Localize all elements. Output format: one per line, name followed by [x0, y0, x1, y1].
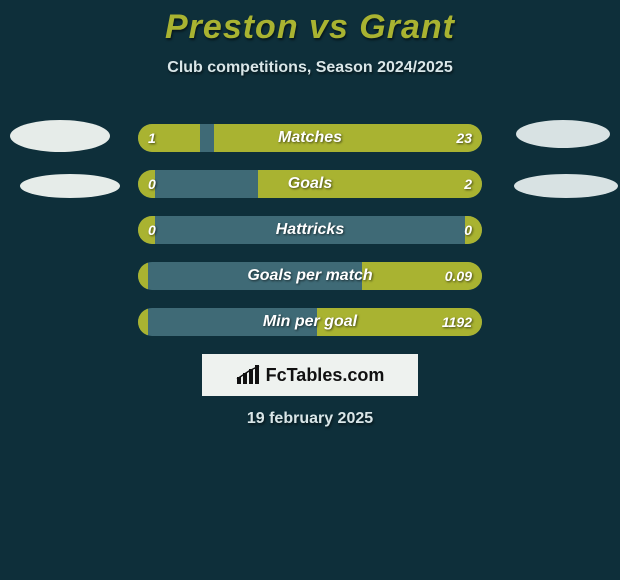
stat-value-right: 0.09	[445, 262, 472, 290]
team-left-badge-1	[10, 120, 110, 152]
stat-value-right: 2	[464, 170, 472, 198]
team-left-badge-2	[20, 174, 120, 198]
comparison-infographic: Preston vs Grant Club competitions, Seas…	[0, 0, 620, 580]
stat-label: Min per goal	[138, 308, 482, 336]
team-right-badge-2	[514, 174, 618, 198]
stat-row: Min per goal 1192	[138, 308, 482, 336]
team-right-badge-1	[516, 120, 610, 148]
stat-value-right: 23	[456, 124, 472, 152]
stat-value-right: 1192	[442, 308, 472, 336]
stat-row: 0 Hattricks 0	[138, 216, 482, 244]
stat-row: 0 Goals 2	[138, 170, 482, 198]
brand-box: FcTables.com	[202, 354, 418, 396]
stat-bars: 1 Matches 23 0 Goals 2 0 Hattricks 0 Goa…	[138, 124, 482, 354]
date-label: 19 february 2025	[0, 410, 620, 428]
stat-row: Goals per match 0.09	[138, 262, 482, 290]
stat-label: Goals	[138, 170, 482, 198]
page-subtitle: Club competitions, Season 2024/2025	[0, 59, 620, 77]
stat-value-right: 0	[464, 216, 472, 244]
stat-row: 1 Matches 23	[138, 124, 482, 152]
page-title: Preston vs Grant	[0, 0, 620, 47]
stat-label: Goals per match	[138, 262, 482, 290]
bar-chart-icon	[236, 365, 260, 385]
stat-label: Matches	[138, 124, 482, 152]
brand-label: FcTables.com	[266, 365, 385, 386]
stat-label: Hattricks	[138, 216, 482, 244]
